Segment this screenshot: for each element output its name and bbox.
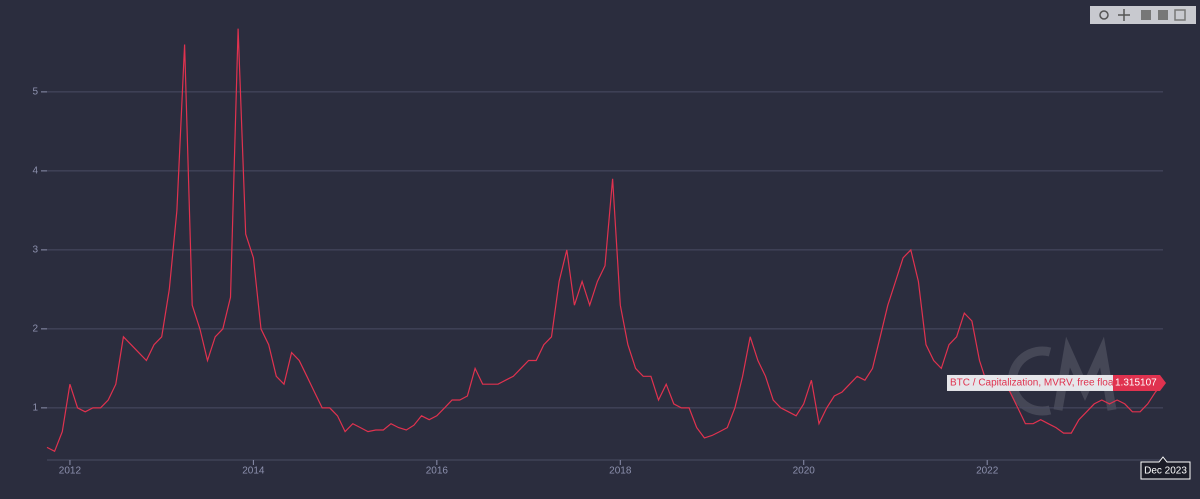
y-tick-label: 1 [32,403,38,414]
tooltip-value-box [1113,374,1166,391]
toolbar[interactable] [1090,6,1196,24]
x-tick-label: 2018 [609,466,632,477]
series-line [46,28,1164,453]
reset-button[interactable] [1174,9,1186,21]
x-tick-label: 2022 [976,466,999,477]
x-tick-label: 2016 [426,466,449,477]
y-tick-label: 2 [32,324,38,335]
tooltip-name-box [947,374,1113,391]
tooltip-value: 1.315107 [1115,378,1157,389]
tooltip-series-name: BTC / Capitalization, MVRV, free float [950,378,1116,389]
zoom-out-button[interactable] [1158,10,1168,20]
y-tick-label: 4 [32,166,38,177]
pan-button[interactable] [1118,9,1130,21]
hover-x-box [1140,456,1191,480]
tooltip: BTC / Capitalization, MVRV, free float1.… [947,374,1191,480]
zoom-button[interactable] [1099,10,1109,20]
x-tick-label: 2012 [59,466,82,477]
x-tick-label: 2020 [793,466,816,477]
y-tick-label: 3 [32,245,38,256]
hover-x-label: Dec 2023 [1144,466,1187,477]
x-tick-label: 2014 [242,466,265,477]
y-tick-label: 5 [32,87,38,98]
plot-area: 1 2 3 4 5 2012 2014 2016 2018 2020 2022 [32,28,1164,477]
zoom-in-button[interactable] [1141,10,1151,20]
